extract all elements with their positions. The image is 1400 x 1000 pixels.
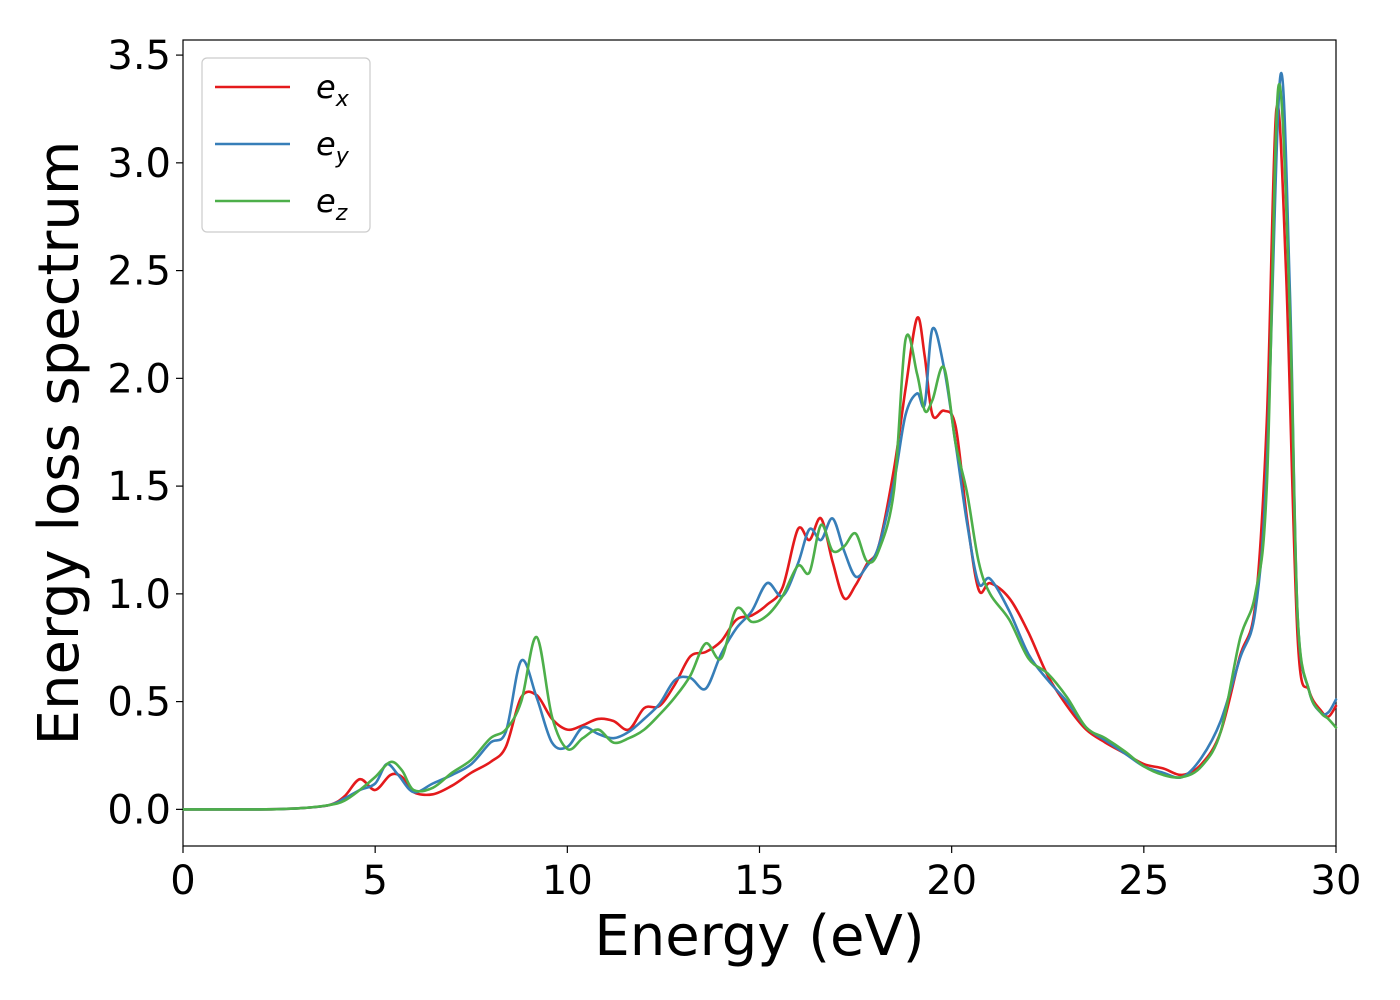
- y-tick-label: 0.5: [107, 680, 171, 726]
- x-tick-label: 10: [542, 858, 593, 904]
- y-tick-label: 3.5: [107, 33, 171, 79]
- x-tick-label: 0: [170, 858, 195, 904]
- y-tick-label: 2.0: [107, 356, 171, 402]
- y-axis-ticks: 0.0 0.5 1.0 1.5 2.0 2.5 3.0 3.5: [107, 33, 183, 833]
- y-tick-label: 3.0: [107, 141, 171, 187]
- series-line-y: [181, 72, 1338, 811]
- y-tick-label: 0.0: [107, 787, 171, 833]
- series-layer: [181, 72, 1338, 811]
- x-tick-label: 30: [1311, 858, 1362, 904]
- y-tick-label: 2.5: [107, 249, 171, 295]
- legend-label-z: ez: [316, 182, 348, 226]
- x-tick-label: 15: [734, 858, 785, 904]
- x-axis-label: Energy (eV): [594, 904, 924, 969]
- x-axis-ticks: 0 5 10 15 20 25 30: [170, 846, 1361, 904]
- y-tick-label: 1.0: [107, 572, 171, 618]
- y-axis-label: Energy loss spectrum: [27, 141, 92, 746]
- x-tick-label: 5: [362, 858, 387, 904]
- legend-label-y: ey: [316, 125, 350, 169]
- x-tick-label: 20: [926, 858, 977, 904]
- legend: ex ey ez: [201, 57, 371, 233]
- legend-label-x: ex: [316, 68, 350, 112]
- x-tick-label: 25: [1118, 858, 1169, 904]
- y-tick-label: 1.5: [107, 464, 171, 510]
- series-line-z: [181, 83, 1338, 811]
